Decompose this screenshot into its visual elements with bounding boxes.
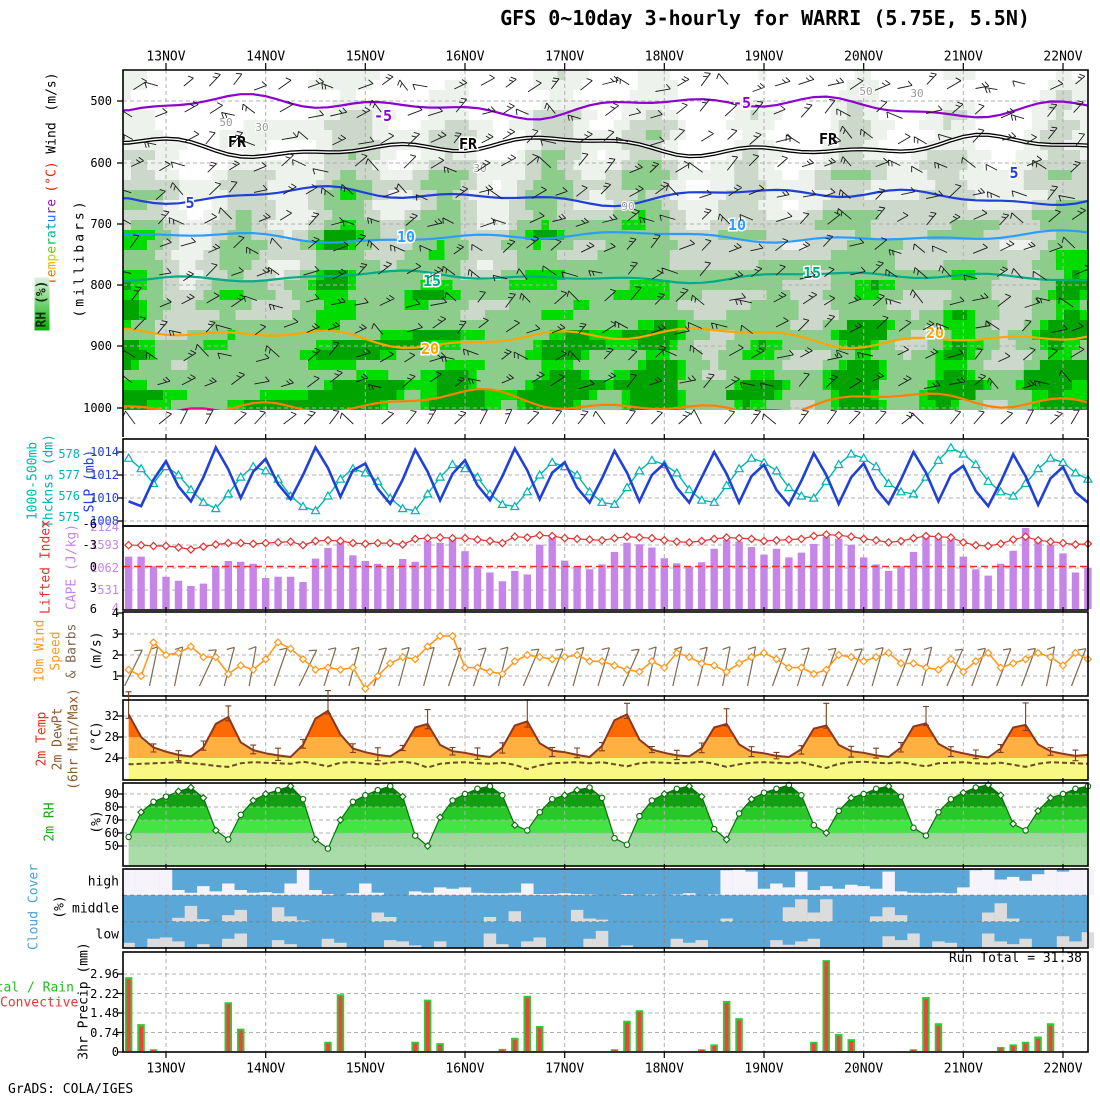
- upper-border: [122, 69, 1089, 437]
- wind10m-line: [128, 635, 1089, 690]
- rh-contour-label: 30: [255, 121, 268, 134]
- rh2m-band-80-90: [147, 794, 1088, 807]
- contour-label--5: -5: [374, 107, 392, 125]
- cloud-bars-high: [122, 869, 1095, 896]
- panel-slp-thickness: [117, 434, 1093, 527]
- precip-border: [122, 951, 1089, 1053]
- lifted-index-line: [128, 533, 1088, 551]
- contour-label-15: 15: [423, 272, 441, 290]
- cape-bars: [124, 528, 1092, 609]
- panel-rh2m: [117, 778, 1092, 867]
- rh2m-band-60-70: [130, 820, 1088, 833]
- slp-gridlines: [123, 439, 1088, 526]
- grads-credit: GrADS: COLA/IGES: [8, 1082, 134, 1097]
- contour-label-FR: FR: [459, 135, 478, 153]
- rh-shading-level-3: [123, 190, 1088, 410]
- wind10m-markers: [124, 631, 1093, 693]
- temperature-contours: [123, 93, 1088, 410]
- t2m-area: [128, 710, 1034, 737]
- contour-label-10: 10: [728, 216, 746, 234]
- lifted-index-markers: [124, 530, 1093, 554]
- rh2m-border: [122, 782, 1089, 867]
- upper-wind-barbs: [123, 72, 1088, 425]
- t2m-minmax-whiskers: [125, 690, 1079, 762]
- t2m-border: [122, 699, 1089, 781]
- panel-cloud-cover: [122, 864, 1095, 949]
- contour-label-10: 10: [397, 228, 415, 246]
- run-total-label: Run Total = 31.38: [948, 951, 1082, 966]
- contour-label-FR: FR: [228, 133, 247, 151]
- upper-gridlines: [123, 70, 1088, 437]
- contour-label-20: 20: [421, 340, 439, 358]
- precip-gridlines: [123, 952, 1088, 1052]
- panel-precip: [117, 947, 1089, 1058]
- rh2m-band-90+: [172, 784, 1088, 794]
- contour-label--5: -5: [733, 94, 751, 112]
- rh2m-band-70-80: [137, 807, 1088, 820]
- cape-border: [122, 525, 1089, 611]
- wind10m-border: [122, 611, 1089, 697]
- thickness-markers: [123, 442, 1093, 515]
- rh-contour-label: 30: [473, 162, 486, 175]
- rh-contour-label: 90: [621, 200, 634, 213]
- cloud-bars-low: [122, 930, 1095, 948]
- cloud-border: [122, 868, 1089, 949]
- wind10m-barbs: [124, 646, 1087, 687]
- rh2m-band-50-60: [128, 833, 1088, 846]
- contour-label-5: 5: [185, 194, 194, 212]
- rh-contour-label: 30: [910, 87, 923, 100]
- t2m-line: [127, 709, 1088, 759]
- rh-contour-label: 50: [219, 116, 232, 129]
- panel-cape-li: [122, 525, 1093, 611]
- cloud-bars-middle: [172, 899, 1020, 922]
- panel-wind10m: [117, 607, 1093, 697]
- rh2m-band-<50: [128, 846, 1088, 866]
- t2m-area: [128, 737, 1088, 758]
- chart-title: GFS 0~10day 3-hourly for WARRI (5.75E, 5…: [500, 6, 1030, 30]
- dewpoint-line: [128, 760, 1088, 771]
- thickness-line: [128, 446, 1089, 512]
- contour-label-5: 5: [1009, 164, 1018, 182]
- slp-line: [128, 444, 1089, 509]
- rh-contour-label: 50: [859, 85, 872, 98]
- wind-gridlines: [123, 612, 1088, 696]
- panel-t2m: [117, 690, 1089, 781]
